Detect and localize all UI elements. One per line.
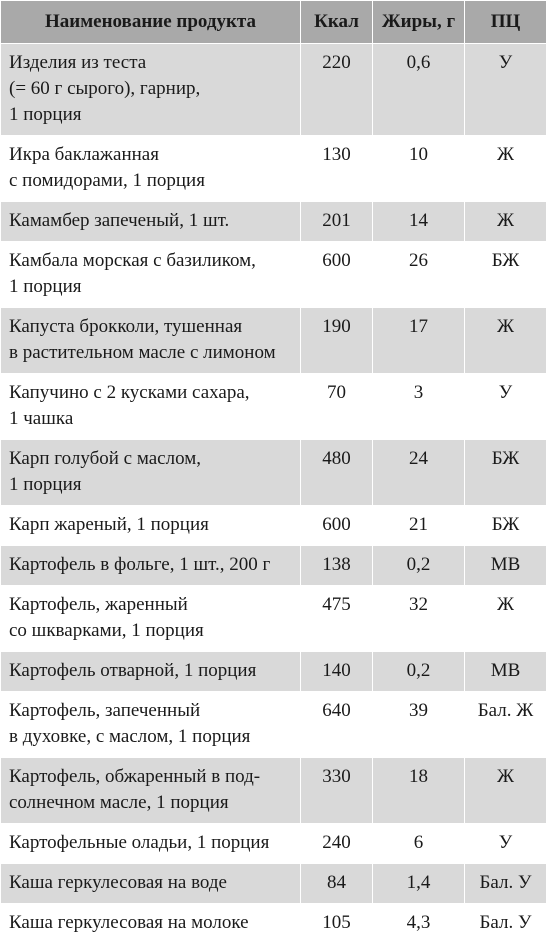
table-body: Изделия из теста (= 60 г сырого), гарнир…: [0, 43, 546, 944]
cell-fat: 39: [372, 691, 465, 758]
cell-kcal: 84: [300, 863, 373, 904]
table-row: Карп жареный, 1 порция 600 21 БЖ: [0, 505, 546, 546]
table-row: Изделия из теста (= 60 г сырого), гарнир…: [0, 43, 546, 136]
cell-product-name: Картофель, запеченный в духовке, с масло…: [0, 691, 301, 758]
cell-product-name: Каша геркулесовая на воде: [0, 863, 301, 904]
cell-product-name: Картофель отварной, 1 порция: [0, 651, 301, 692]
cell-kcal: 70: [300, 373, 373, 440]
cell-kcal: 130: [300, 135, 373, 202]
cell-pc: Ж: [464, 307, 546, 374]
cell-pc: Ж: [464, 585, 546, 652]
cell-pc: Ж: [464, 201, 546, 242]
table-row: Камбала морская с базиликом, 1 порция 600…: [0, 241, 546, 308]
cell-fat: 1,4: [372, 863, 465, 904]
cell-kcal: 240: [300, 823, 373, 864]
cell-pc: Бал. Ж: [464, 691, 546, 758]
header-pc: ПЦ: [464, 0, 546, 44]
cell-fat: 26: [372, 241, 465, 308]
cell-fat: 4,3: [372, 903, 465, 944]
cell-kcal: 220: [300, 43, 373, 136]
cell-pc: БЖ: [464, 439, 546, 506]
table-row: Картофель, запеченный в духовке, с масло…: [0, 691, 546, 758]
table-row: Капучино с 2 кусками сахара, 1 чашка 70 3 У: [0, 373, 546, 440]
header-kcal: Ккал: [300, 0, 373, 44]
cell-kcal: 600: [300, 241, 373, 308]
cell-pc: БЖ: [464, 241, 546, 308]
header-fat: Жиры, г: [372, 0, 465, 44]
cell-pc: У: [464, 43, 546, 136]
cell-fat: 10: [372, 135, 465, 202]
cell-product-name: Карп голубой с маслом, 1 порция: [0, 439, 301, 506]
cell-fat: 32: [372, 585, 465, 652]
cell-product-name: Икра баклажанная с помидорами, 1 порция: [0, 135, 301, 202]
cell-kcal: 138: [300, 545, 373, 586]
cell-kcal: 640: [300, 691, 373, 758]
cell-kcal: 190: [300, 307, 373, 374]
cell-product-name: Картофельные оладьи, 1 порция: [0, 823, 301, 864]
cell-fat: 18: [372, 757, 465, 824]
cell-pc: У: [464, 373, 546, 440]
cell-fat: 6: [372, 823, 465, 864]
cell-fat: 21: [372, 505, 465, 546]
cell-pc: Ж: [464, 757, 546, 824]
table-header-row: Наименование продукта Ккал Жиры, г ПЦ: [0, 0, 546, 44]
cell-kcal: 105: [300, 903, 373, 944]
cell-fat: 17: [372, 307, 465, 374]
table-row: Каша геркулесовая на молоке 105 4,3 Бал. У: [0, 903, 546, 944]
cell-kcal: 140: [300, 651, 373, 692]
table-row: Карп голубой с маслом, 1 порция 480 24 БЖ: [0, 439, 546, 506]
cell-product-name: Картофель, обжаренный в под- солнечном м…: [0, 757, 301, 824]
cell-pc: Бал. У: [464, 903, 546, 944]
cell-kcal: 330: [300, 757, 373, 824]
table-row: Картофель, жаренный со шкварками, 1 порц…: [0, 585, 546, 652]
table-row: Камамбер запеченый, 1 шт. 201 14 Ж: [0, 201, 546, 242]
cell-pc: Ж: [464, 135, 546, 202]
cell-pc: МВ: [464, 545, 546, 586]
cell-kcal: 475: [300, 585, 373, 652]
table-row: Икра баклажанная с помидорами, 1 порция 1…: [0, 135, 546, 202]
table-row: Каша геркулесовая на воде 84 1,4 Бал. У: [0, 863, 546, 904]
cell-kcal: 201: [300, 201, 373, 242]
cell-kcal: 480: [300, 439, 373, 506]
cell-product-name: Камамбер запеченый, 1 шт.: [0, 201, 301, 242]
cell-kcal: 600: [300, 505, 373, 546]
cell-product-name: Камбала морская с базиликом, 1 порция: [0, 241, 301, 308]
cell-fat: 24: [372, 439, 465, 506]
cell-fat: 0,6: [372, 43, 465, 136]
cell-product-name: Картофель в фольге, 1 шт., 200 г: [0, 545, 301, 586]
cell-fat: 3: [372, 373, 465, 440]
header-product-name: Наименование продукта: [0, 0, 301, 44]
cell-product-name: Каша геркулесовая на молоке: [0, 903, 301, 944]
cell-product-name: Картофель, жаренный со шкварками, 1 порц…: [0, 585, 301, 652]
cell-pc: БЖ: [464, 505, 546, 546]
table-row: Картофель отварной, 1 порция 140 0,2 МВ: [0, 651, 546, 692]
cell-pc: У: [464, 823, 546, 864]
table-row: Картофельные оладьи, 1 порция 240 6 У: [0, 823, 546, 864]
cell-pc: МВ: [464, 651, 546, 692]
cell-product-name: Карп жареный, 1 порция: [0, 505, 301, 546]
cell-fat: 0,2: [372, 545, 465, 586]
cell-fat: 14: [372, 201, 465, 242]
cell-product-name: Изделия из теста (= 60 г сырого), гарнир…: [0, 43, 301, 136]
table-row: Капуста брокколи, тушенная в растительно…: [0, 307, 546, 374]
table-row: Картофель в фольге, 1 шт., 200 г 138 0,2 МВ: [0, 545, 546, 586]
table-row: Картофель, обжаренный в под- солнечном м…: [0, 757, 546, 824]
cell-pc: Бал. У: [464, 863, 546, 904]
cell-fat: 0,2: [372, 651, 465, 692]
cell-product-name: Капучино с 2 кусками сахара, 1 чашка: [0, 373, 301, 440]
cell-product-name: Капуста брокколи, тушенная в растительно…: [0, 307, 301, 374]
